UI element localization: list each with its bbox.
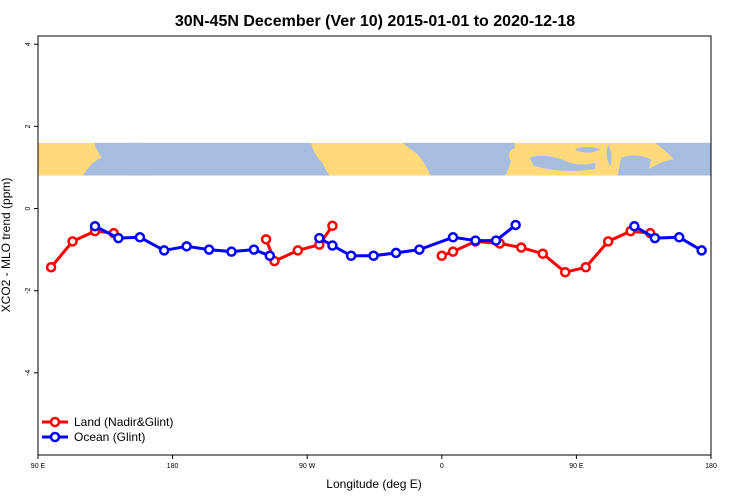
land-data-point (67, 236, 78, 247)
land-data-point (327, 220, 338, 232)
map-ocean-east-pacific (639, 142, 711, 176)
y-tick-label: 0 (25, 206, 32, 210)
ocean-legend-label: Ocean (Glint) (74, 430, 145, 444)
ocean-data-point (390, 247, 402, 259)
x-tick-label: 0 (440, 463, 444, 470)
land-data-point (602, 236, 614, 247)
map-ocean-east-china-sea (617, 155, 652, 176)
ocean-data-point (510, 219, 521, 231)
x-tick-label: 180 (167, 463, 179, 470)
world-map-strip (38, 142, 711, 176)
land-legend-label: Land (Nadir&Glint) (74, 415, 173, 429)
ocean-data-point (327, 240, 338, 251)
land-data-point (537, 248, 548, 259)
ocean-data-point (447, 232, 459, 243)
ocean-data-point (470, 235, 481, 246)
x-axis: 90 E 180 90 W 0 90 E 180 (31, 455, 717, 470)
land-data-point (260, 234, 272, 245)
y-tick-label: 2 (25, 124, 32, 128)
land-data-point (516, 242, 527, 253)
map-ocean-pacific (131, 142, 330, 176)
ocean-data-point (113, 232, 124, 244)
ocean-data-point (89, 220, 101, 232)
ocean-series-line (633, 224, 703, 252)
land-data-point (436, 250, 448, 262)
ocean-data-point (158, 245, 170, 256)
land-legend-marker (49, 416, 61, 428)
map-ocean-caspian (606, 144, 612, 166)
ocean-data-point (345, 250, 357, 262)
ocean-data-point (696, 245, 707, 256)
ocean-data-point (673, 232, 685, 243)
ocean-data-point (134, 232, 146, 243)
y-tick-label: 4 (25, 42, 32, 46)
map-ocean-atlantic (402, 142, 515, 176)
map-ocean-black-sea (574, 146, 601, 153)
chart-title: 30N-45N December (Ver 10) 2015-01-01 to … (175, 13, 575, 30)
land-data-point (580, 262, 591, 273)
ocean-data-point (649, 232, 661, 244)
ocean-data-point (368, 250, 379, 262)
land-data-point (559, 266, 571, 278)
x-tick-label: 180 (705, 463, 717, 470)
y-tick-label: -2 (25, 287, 32, 293)
ocean-series-line (318, 223, 517, 258)
ocean-legend-marker (49, 431, 61, 443)
ocean-data-point (203, 244, 215, 255)
series-layer (45, 219, 707, 278)
y-axis: 4 2 0 -2 -4 (25, 42, 38, 376)
x-tick-label: 90 W (299, 463, 316, 470)
ocean-data-point (314, 232, 325, 244)
ocean-data-point (490, 235, 502, 246)
land-data-point (45, 262, 57, 273)
ocean-data-point (264, 250, 276, 262)
x-tick-label: 90 E (569, 463, 584, 470)
plot-frame (37, 35, 712, 456)
map-ocean-west-pacific (82, 142, 147, 176)
y-axis-title: XCO2 - MLO trend (ppm) (0, 178, 13, 313)
land-data-point (447, 246, 459, 257)
ocean-data-point (629, 220, 640, 232)
ocean-data-point (248, 244, 260, 255)
land-series-line (49, 229, 114, 269)
ocean-data-point (181, 241, 192, 252)
x-axis-title: Longitude (deg E) (326, 477, 421, 491)
map-ocean-mediterranean (529, 155, 596, 171)
land-data-point (292, 245, 304, 256)
plot-border (37, 35, 712, 456)
legend: Land (Nadir&Glint)Ocean (Glint) (42, 415, 173, 444)
x-tick-label: 90 E (31, 463, 46, 470)
y-tick-label: -4 (25, 370, 32, 376)
ocean-data-point (414, 244, 425, 255)
ocean-data-point (226, 246, 237, 257)
